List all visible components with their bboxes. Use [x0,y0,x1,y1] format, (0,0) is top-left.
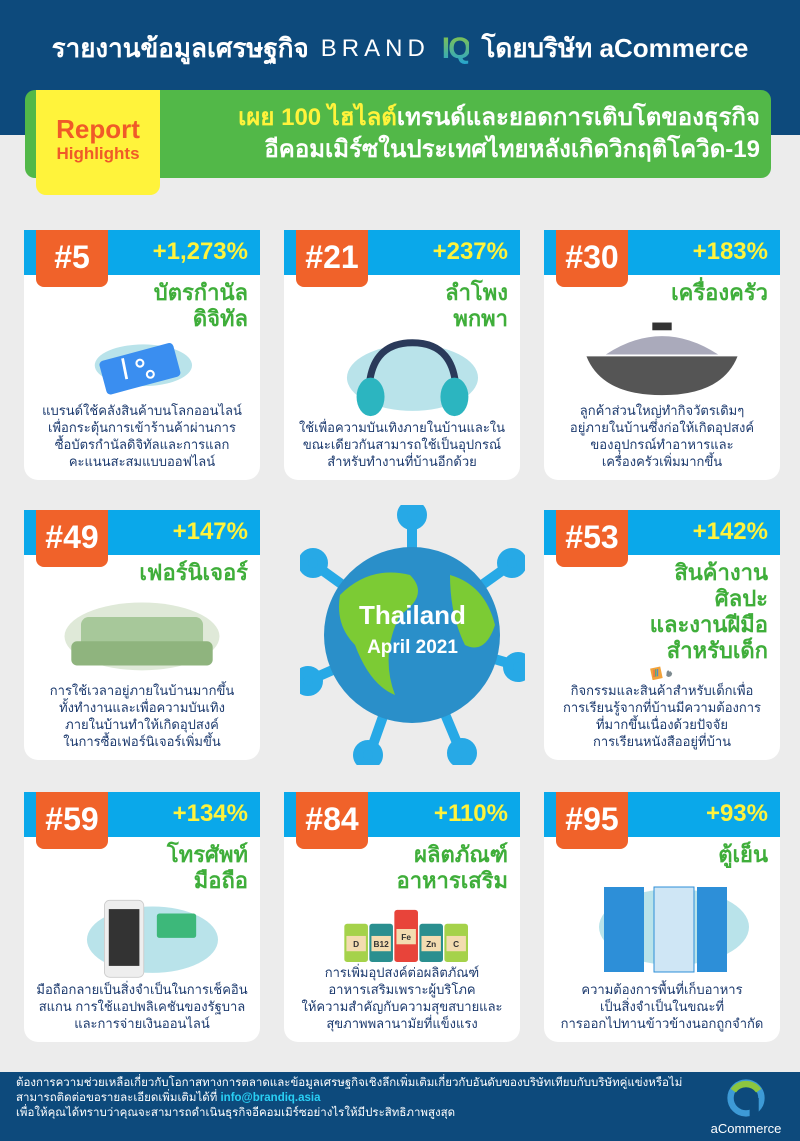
growth-percent: +183% [692,238,768,265]
voucher-icon [94,343,193,395]
country-label: Thailand [359,600,466,630]
card-body: ลำโพง พกพา ใช้เพื่อความบันเทิงภายในบ้านแ… [284,280,520,470]
brand-text: BRAND [320,34,430,62]
highlight-card: #95 +93% ตู้เย็น ความต้องการพื้นที่เก็บอ… [544,792,780,1042]
rank-badge: #21 [296,230,368,287]
rank-badge: #5 [36,230,108,287]
category-title: ลำโพง พกพา [445,280,508,331]
report-label: Report [56,114,140,144]
card-body: ตู้เย็น ความต้องการพื้นที่เก็บอาหาร เป็น… [544,842,780,1032]
category-description: ความต้องการพื้นที่เก็บอาหาร เป็นสิ่งจำเป… [560,982,764,1031]
contact-email-link[interactable]: info@brandiq.asia [220,1092,321,1104]
footer-line2: สามารถติดต่อขอรายละเอียดเพิ่มเติมได้ที่ [16,1092,218,1104]
highlight-card: #84 +110% ผลิตภัณฑ์ อาหารเสริม D B12 Fe Zn C… [284,792,520,1042]
acommerce-logo-text: aCommerce [710,1121,782,1136]
highlight-card: #53 +142% สินค้างานศิลปะ และงานฝีมือ สำห… [544,510,780,760]
rank-badge: #53 [556,510,628,567]
title-thai: รายงานข้อมูลเศรษฐกิจ [51,33,309,63]
category-description: มือถือกลายเป็นสิ่งจำเป็นในการเช็คอิน สแก… [36,982,248,1031]
highlight-card: #5 +1,273% บัตรกำนัล ดิจิทัล แบรนด์ใช้คล… [24,230,260,480]
growth-percent: +237% [432,238,508,265]
date-label: April 2021 [367,637,458,658]
category-title: บัตรกำนัล ดิจิทัล [153,280,248,331]
banner-highlight: เผย 100 ไฮไลต์ [238,104,397,131]
growth-percent: +142% [692,518,768,545]
banner-text: เผย 100 ไฮไลต์เทรนด์และยอดการเติบโตของธุ… [238,102,760,166]
growth-percent: +93% [705,800,768,827]
growth-percent: +110% [433,800,508,827]
category-description: กิจกรรมและสินค้าสำหรับเด็กเพื่อ การเรียน… [562,683,762,749]
globe-icon [293,500,533,770]
footer-text: ต้องการความช่วยเหลือเกี่ยวกับโอกาสทางการ… [16,1076,696,1121]
brandiq-logo: IQ [441,31,472,65]
headphones-icon [346,339,479,417]
supplements-icon: D B12 Fe Zn C [344,909,468,962]
rank-badge: #30 [556,230,628,287]
highlight-card: #21 +237% ลำโพง พกพา ใช้เพื่อความบันเทิง… [284,230,520,480]
smartphone-icon [86,899,219,978]
supplement-label: C [453,939,459,949]
category-title: ตู้เย็น [718,842,768,867]
category-description: การเพิ่มอุปสงค์ต่อผลิตภัณฑ์ อาหารเสริมเพ… [301,965,503,1031]
footer-line3: เพื่อให้คุณได้ทราบว่าคุณจะสามารถดำเนินธุ… [16,1107,456,1119]
category-description: ใช้เพื่อความบันเทิงภายในบ้านและใน ขณะเดี… [298,420,506,469]
card-body: โทรศัพท์ มือถือ มือถือกลายเป็นสิ่งจำเป็น… [24,842,260,1032]
category-description: แบรนด์ใช้คลังสินค้าบนโลกออนไลน์ เพื่อกระ… [42,403,242,469]
acommerce-logo-icon [727,1079,765,1117]
card-body: สินค้างานศิลปะ และงานฝีมือ สำหรับเด็ก กิ… [544,560,780,750]
footer: ต้องการความช่วยเหลือเกี่ยวกับโอกาสทางการ… [0,1072,800,1141]
supplement-label: B12 [374,939,390,949]
rank-badge: #59 [36,792,108,849]
category-title: โทรศัพท์ มือถือ [166,842,248,893]
wok-icon [586,322,738,396]
sofa-icon [64,602,220,671]
category-title: เครื่องครัว [671,280,768,305]
report-highlights-tag: Report Highlights [36,90,160,195]
category-title: เฟอร์นิเจอร์ [139,560,248,585]
card-body: เฟอร์นิเจอร์ การใช้เวลาอยู่ภายในบ้านมากข… [24,560,260,750]
category-title: สินค้างานศิลปะ และงานฝีมือ สำหรับเด็ก [649,560,768,663]
category-title: ผลิตภัณฑ์ อาหารเสริม [396,842,508,893]
acommerce-logo: aCommerce [710,1078,782,1136]
supplement-label: Fe [401,932,411,942]
footer-line1: ต้องการความช่วยเหลือเกี่ยวกับโอกาสทางการ… [16,1077,683,1089]
banner-line1: เทรนด์และยอดการเติบโตของธุรกิจ [396,104,760,131]
highlight-card: #59 +134% โทรศัพท์ มือถือ มือถือกลายเป็น… [24,792,260,1042]
highlights-label: Highlights [56,144,140,163]
crayons-icon [650,666,673,680]
highlight-card: #30 +183% เครื่องครัว ลูกค้าส่วนใหญ่ทำกิ… [544,230,780,480]
supplement-label: D [353,939,359,949]
category-description: การใช้เวลาอยู่ภายในบ้านมากขึ้น ทั้งทำงาน… [49,683,235,749]
growth-percent: +1,273% [152,238,248,265]
supplement-label: Zn [426,939,436,949]
title-by: โดยบริษัท aCommerce [481,33,749,63]
banner-line2: อีคอมเมิร์ซในประเทศไทยหลังเกิดวิกฤติโควิ… [264,136,760,163]
growth-percent: +134% [172,800,248,827]
rank-badge: #49 [36,510,108,567]
highlight-card: #49 +147% เฟอร์นิเจอร์ การใช้เวลาอยู่ภาย… [24,510,260,760]
card-body: เครื่องครัว ลูกค้าส่วนใหญ่ทำกิจวัตรเดิมๆ… [544,280,780,470]
card-body: ผลิตภัณฑ์ อาหารเสริม D B12 Fe Zn C การเพิ่มอ… [284,842,520,1032]
rank-badge: #84 [296,792,368,849]
rank-badge: #95 [556,792,628,849]
report-title: รายงานข้อมูลเศรษฐกิจ BRAND IQ โดยบริษัท a… [0,28,800,69]
category-description: ลูกค้าส่วนใหญ่ทำกิจวัตรเดิมๆ อยู่ภายในบ้… [569,403,755,469]
growth-percent: +147% [172,518,248,545]
globe-virus-illustration: Thailand April 2021 [293,500,533,770]
card-body: บัตรกำนัล ดิจิทัล แบรนด์ใช้คลังสินค้าบนโ… [24,280,260,470]
fridge-icon [599,886,749,973]
